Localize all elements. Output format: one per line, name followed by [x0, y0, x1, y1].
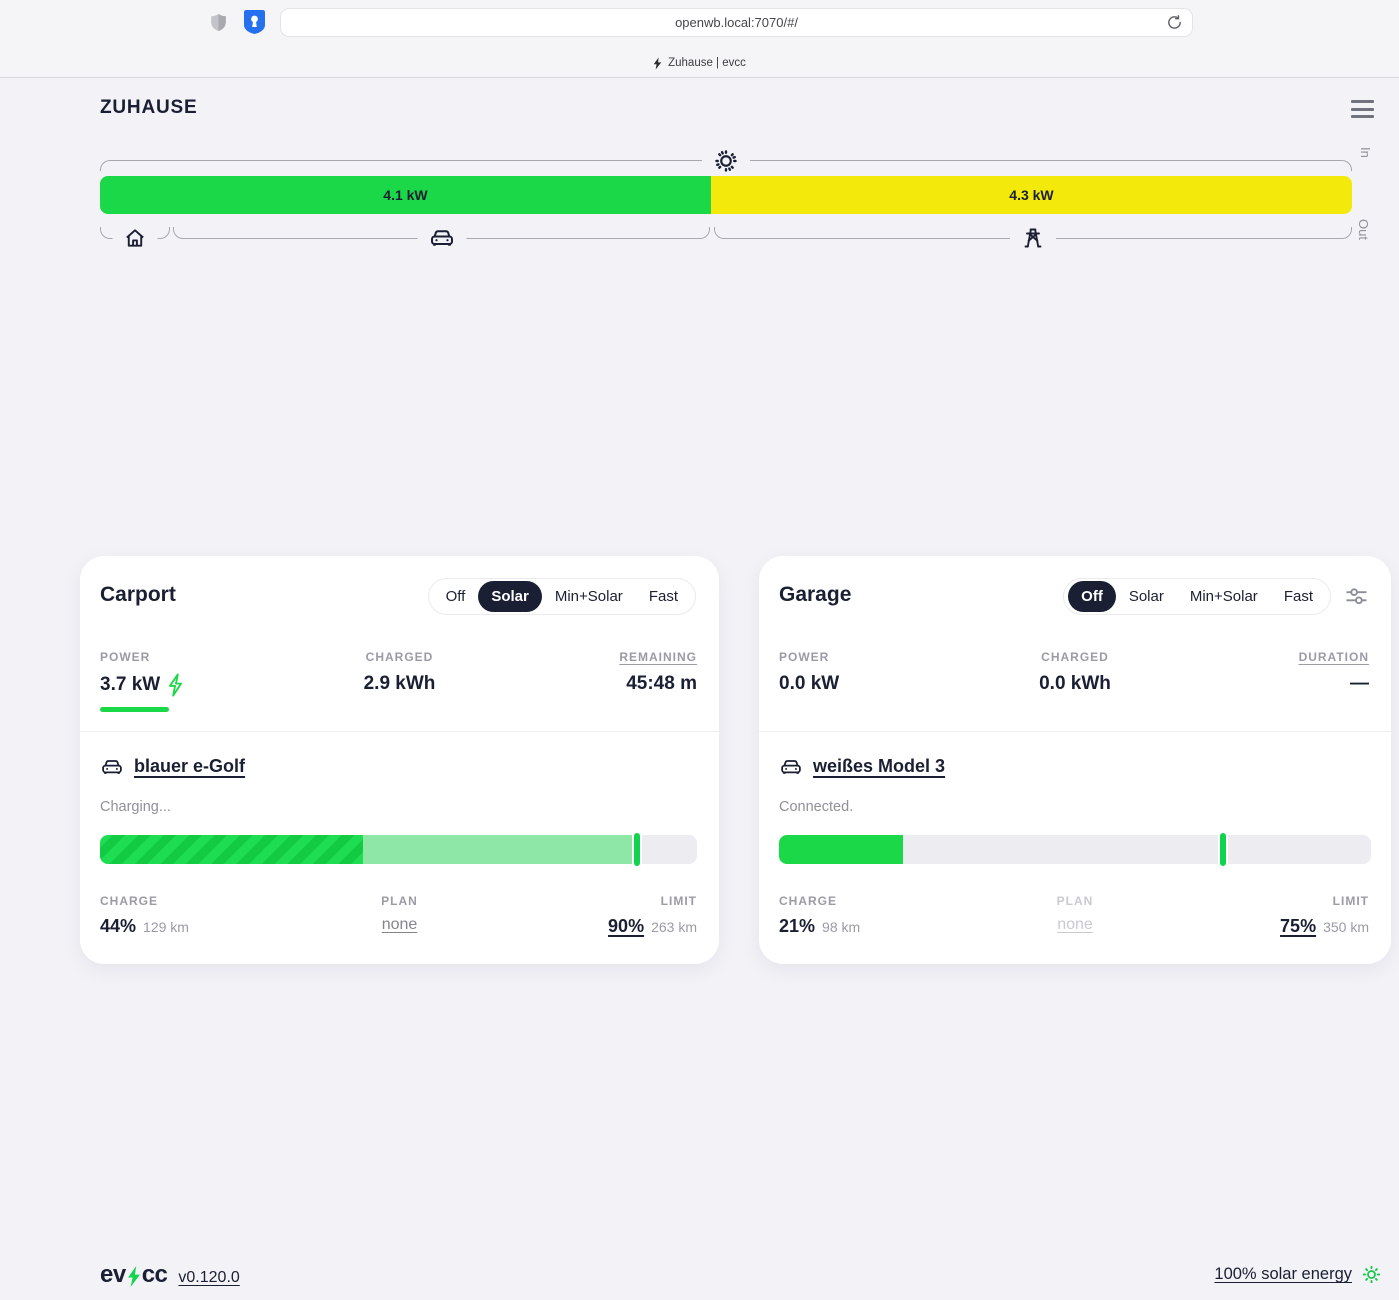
menu-button[interactable]	[1351, 100, 1374, 118]
logo-bolt-icon	[127, 1265, 141, 1287]
charged-value: 2.9 kWh	[363, 673, 436, 694]
grid-bar-segment: 4.3 kW	[710, 176, 1352, 214]
limit-label: LIMIT	[660, 894, 697, 908]
charging-bolt-icon	[167, 673, 184, 697]
version-link[interactable]: v0.120.0	[178, 1269, 240, 1286]
mode-option-solar[interactable]: Solar	[478, 581, 542, 612]
vehicle-status: Connected.	[779, 799, 854, 815]
browser-chrome: openwb.local:7070/#/ Zuhause | evcc	[0, 0, 1399, 78]
charge-progress-charged	[100, 835, 363, 864]
charge-percent: 44%	[100, 916, 137, 936]
mode-option-fast[interactable]: Fast	[1283, 588, 1313, 605]
power-value: 3.7 kW	[100, 673, 184, 697]
charge-progress-track	[779, 831, 1371, 868]
limit-label: LIMIT	[1332, 894, 1369, 908]
url-bar[interactable]: openwb.local:7070/#/	[280, 8, 1193, 37]
loadpoint-settings-button[interactable]	[1346, 587, 1367, 606]
charge-mode-switch: Off Solar Min+Solar Fast	[427, 578, 696, 615]
plan-label: PLAN	[381, 894, 418, 908]
limit-marker-handle[interactable]	[632, 831, 643, 868]
plan-label: PLAN	[1056, 894, 1094, 908]
charge-progress-charged	[779, 835, 904, 864]
power-progress-minibar	[100, 707, 169, 712]
in-label: In	[1358, 147, 1373, 158]
duration-toggle[interactable]: DURATION	[1298, 650, 1369, 664]
vehicle-out-bracket	[173, 227, 710, 249]
energy-bar: 4.1 kW 4.3 kW	[100, 176, 1352, 214]
vehicle-name-link[interactable]: blauer e-Golf	[134, 756, 246, 776]
page-title: ZUHAUSE	[100, 97, 198, 118]
car-icon	[417, 227, 466, 249]
charged-label: CHARGED	[365, 650, 434, 664]
power-label: POWER	[779, 650, 830, 664]
limit-link[interactable]: 90%	[608, 916, 645, 936]
mode-option-off[interactable]: Off	[1068, 581, 1116, 612]
tab-title[interactable]: Zuhause | evcc	[0, 50, 1399, 76]
charge-percent: 21%	[779, 916, 816, 936]
solar-power-value: 4.1 kW	[383, 187, 428, 203]
home-out-bracket	[100, 226, 170, 250]
card-divider	[759, 731, 1391, 732]
vehicle-status: Charging...	[100, 799, 171, 815]
vehicle-icon	[100, 757, 124, 777]
url-text: openwb.local:7070/#/	[675, 15, 798, 30]
vehicle-icon	[779, 757, 803, 777]
mode-option-fast[interactable]: Fast	[648, 588, 678, 605]
solar-share-link[interactable]: 100% solar energy	[1214, 1265, 1352, 1283]
limit-marker-handle[interactable]	[1218, 831, 1228, 868]
loadpoint-title: Carport	[100, 583, 176, 606]
loadpoint-card-carport: Carport Off Solar Min+Solar Fast POWER 3…	[80, 556, 719, 964]
hamburger-icon	[1351, 100, 1374, 103]
sun-icon	[702, 148, 750, 174]
energy-in-bracket	[100, 148, 1352, 174]
evcc-logo: ev cc	[100, 1261, 168, 1288]
charge-range: 98 km	[822, 919, 861, 935]
sun-icon-footer	[1361, 1264, 1382, 1285]
charge-label: CHARGE	[779, 894, 838, 908]
charge-mode-switch: Off Solar Min+Solar Fast	[1063, 578, 1331, 615]
power-label: POWER	[100, 650, 151, 664]
vehicle-name-link[interactable]: weißes Model 3	[813, 756, 946, 776]
mode-option-off[interactable]: Off	[445, 588, 466, 605]
charge-progress-track	[100, 831, 697, 868]
duration-value: —	[1350, 673, 1369, 694]
plan-link[interactable]: none	[381, 916, 418, 933]
home-icon	[112, 226, 158, 250]
plan-link[interactable]: none	[1057, 916, 1093, 933]
charged-label: CHARGED	[1041, 650, 1109, 664]
limit-range: 263 km	[651, 919, 697, 935]
tab-title-text: Zuhause | evcc	[668, 57, 746, 69]
remaining-value: 45:48 m	[626, 673, 697, 694]
loadpoint-card-garage: Garage Off Solar Min+Solar Fast POWER 0.…	[759, 556, 1391, 964]
charged-value: 0.0 kWh	[1039, 673, 1111, 694]
bolt-icon	[653, 57, 662, 70]
charge-range: 129 km	[143, 919, 189, 935]
card-divider	[80, 731, 719, 732]
privacy-shield-icon[interactable]	[210, 13, 227, 32]
mode-option-minsolar[interactable]: Min+Solar	[1189, 588, 1258, 605]
limit-link[interactable]: 75%	[1280, 916, 1317, 936]
loadpoint-title: Garage	[779, 583, 852, 606]
out-label: Out	[1356, 219, 1371, 240]
power-value: 0.0 kW	[779, 673, 840, 694]
limit-range: 350 km	[1323, 919, 1369, 935]
charge-progress-to-limit	[362, 835, 638, 864]
reload-icon[interactable]	[1166, 14, 1183, 31]
solar-bar-segment: 4.1 kW	[100, 176, 711, 214]
sliders-icon	[1346, 587, 1367, 606]
grid-power-value: 4.3 kW	[1009, 187, 1054, 203]
password-manager-icon[interactable]	[244, 10, 265, 34]
remaining-toggle[interactable]: REMAINING	[619, 650, 697, 664]
pylon-icon	[1010, 226, 1056, 250]
grid-out-bracket	[714, 226, 1352, 250]
charge-label: CHARGE	[100, 894, 159, 908]
mode-option-minsolar[interactable]: Min+Solar	[554, 588, 623, 605]
mode-option-solar[interactable]: Solar	[1128, 588, 1164, 605]
